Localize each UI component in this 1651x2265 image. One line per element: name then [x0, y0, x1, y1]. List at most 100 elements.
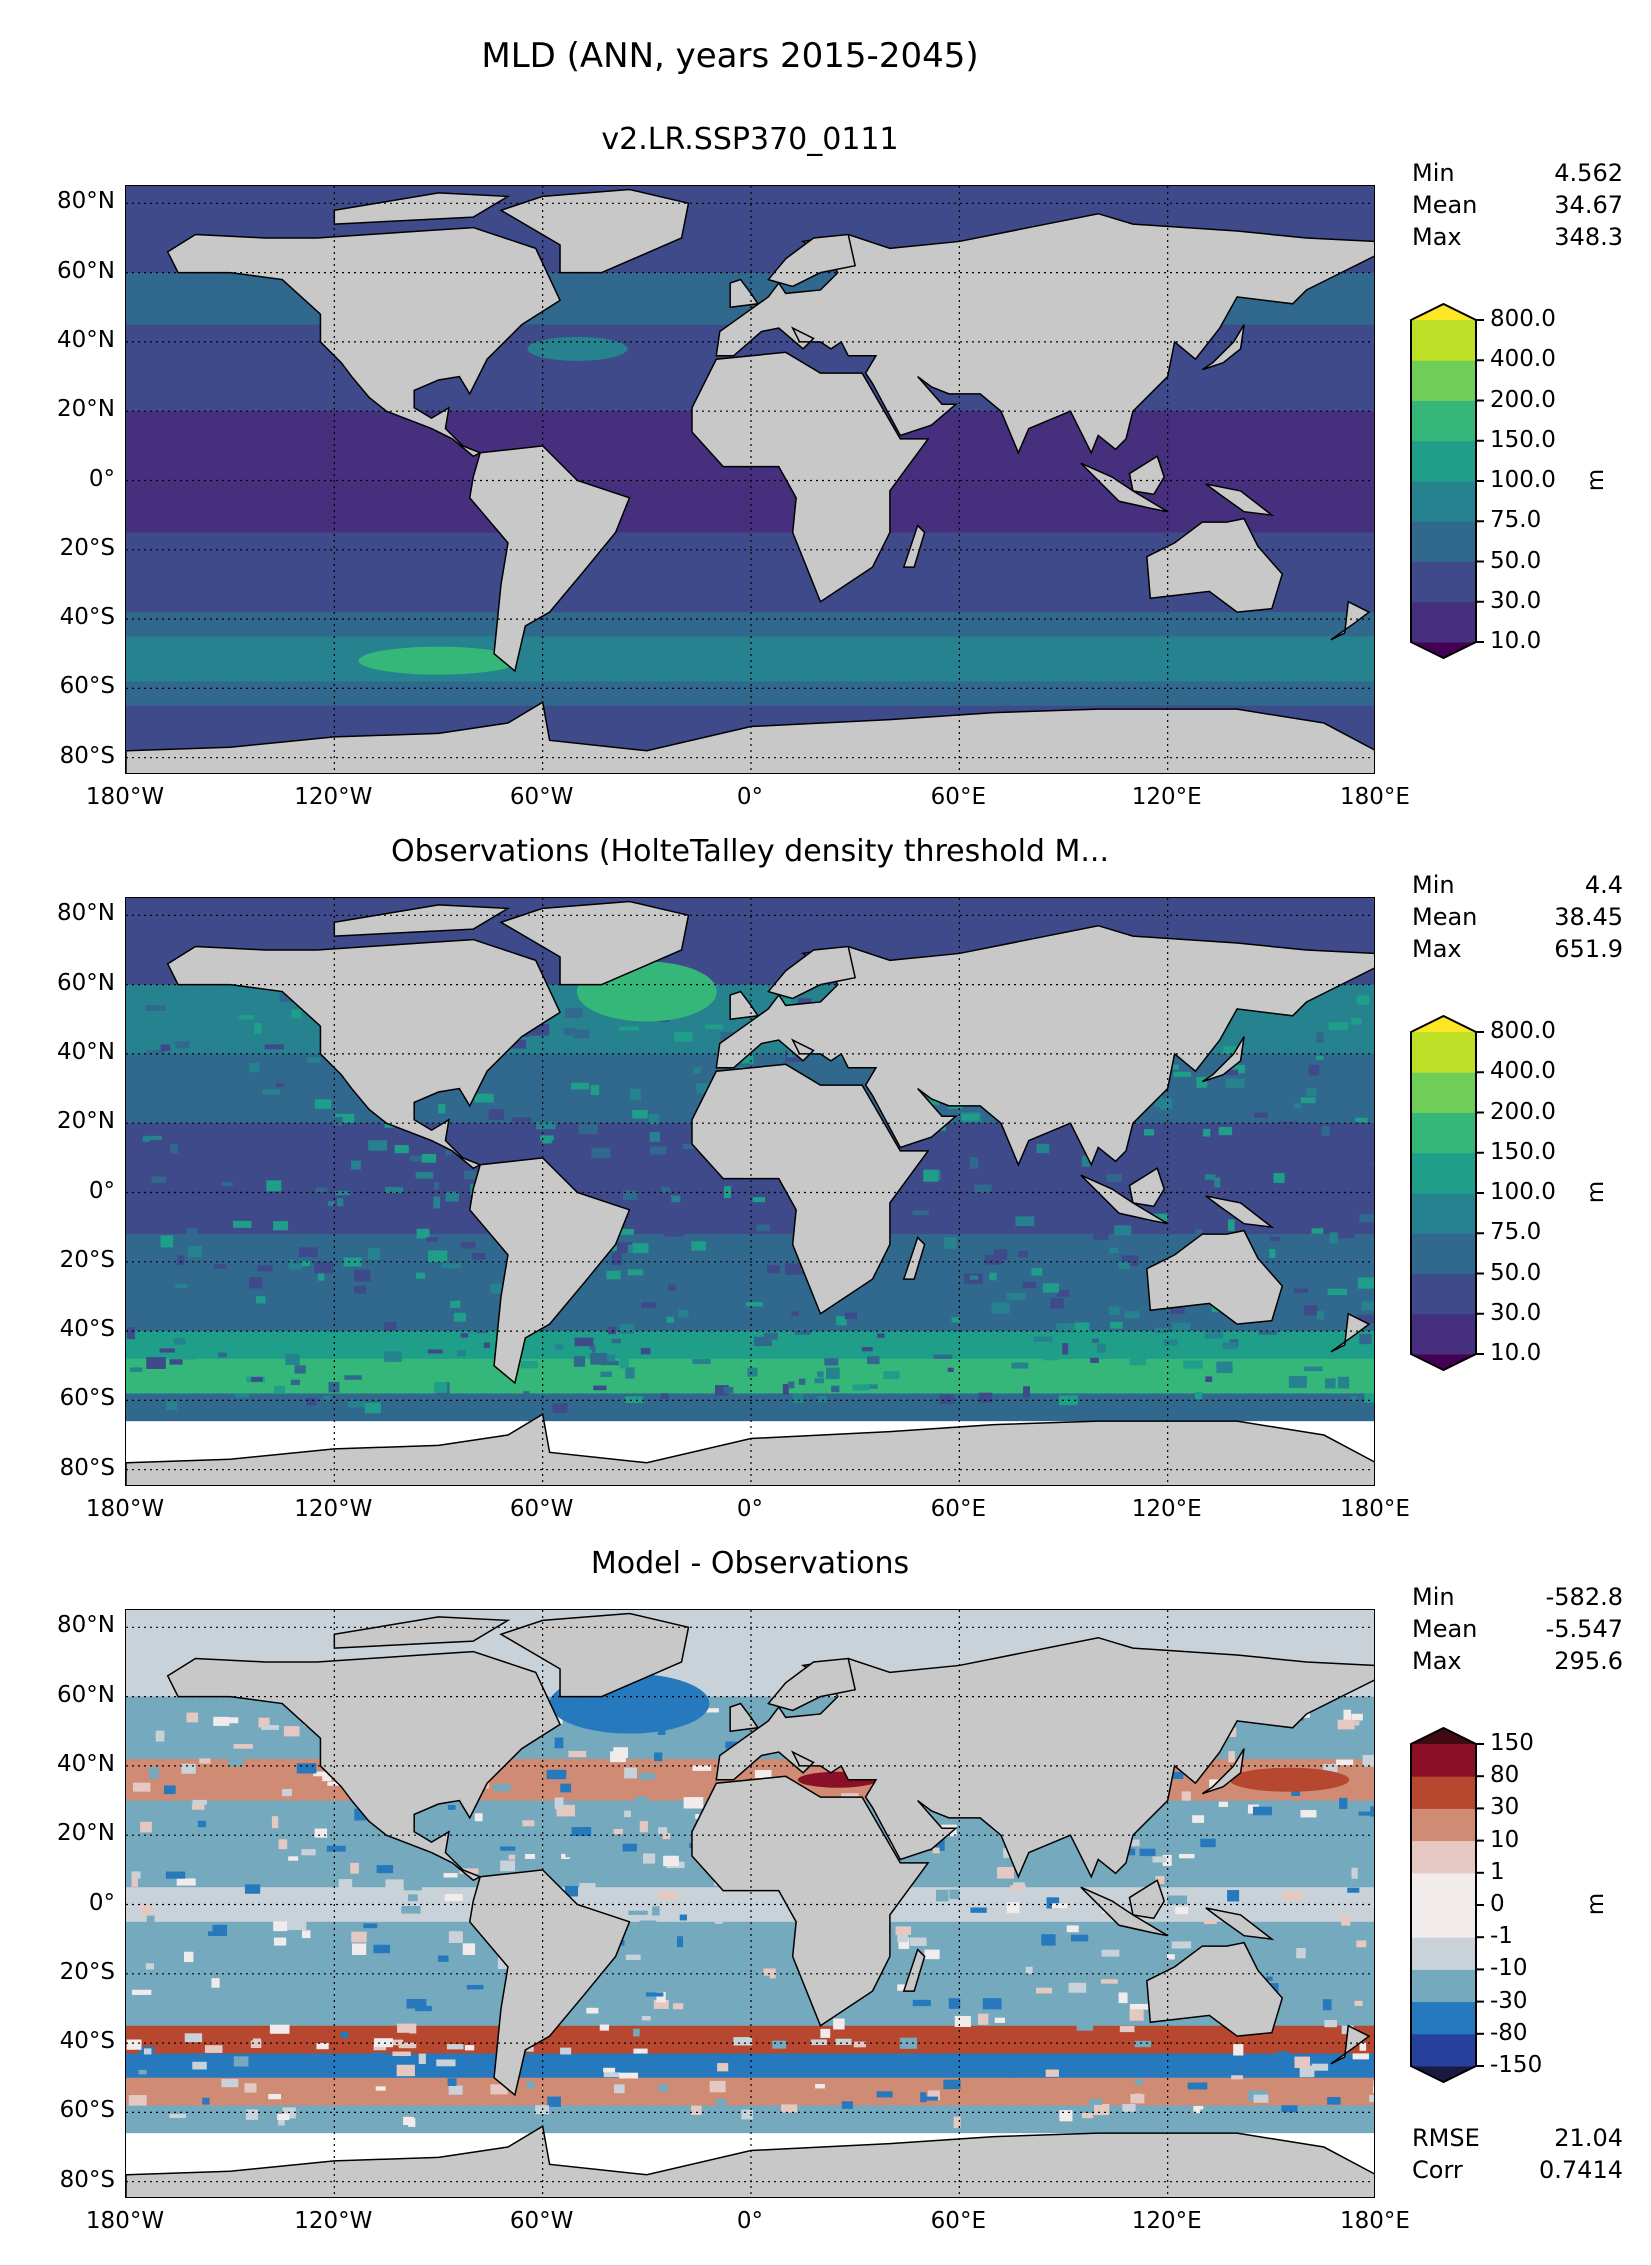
field-cell	[1330, 1232, 1338, 1243]
colorbar-bin	[1411, 2002, 1476, 2035]
field-cell	[1228, 1751, 1235, 1762]
field-cell	[510, 1822, 516, 1830]
lat-tick-label: 40°N	[57, 1751, 115, 1777]
lat-tick-label: 0°	[89, 1178, 115, 1204]
field-cell	[1011, 1363, 1028, 1369]
field-cell	[282, 1828, 290, 1839]
field-cell	[661, 1393, 669, 1399]
field-cell	[1172, 1323, 1190, 1331]
field-cell	[1119, 1992, 1128, 2003]
field-cell	[842, 2101, 853, 2109]
field-cell	[1369, 2095, 1375, 2102]
lon-tick-label: 120°W	[293, 1496, 373, 1522]
field-cell	[1214, 1178, 1220, 1188]
field-cell	[287, 1196, 301, 1208]
stat-label-min: Min	[1412, 1581, 1455, 1613]
colorbar-unit-label: m	[1583, 469, 1609, 491]
field-cell	[691, 1241, 706, 1250]
map-panel-1	[125, 185, 1375, 774]
colorbar-bin	[1411, 521, 1476, 562]
stat-label-min: Min	[1412, 157, 1455, 189]
field-cell	[1155, 1328, 1168, 1333]
field-cell	[1339, 1798, 1347, 1809]
colorbar-tick-label: 150.0	[1490, 427, 1556, 453]
field-cell	[475, 1813, 483, 1821]
field-cell	[350, 1863, 359, 1874]
lat-tick-label: 80°S	[60, 743, 115, 769]
field-cell	[1253, 1807, 1272, 1816]
field-cell	[705, 1025, 723, 1030]
field-cell	[341, 2032, 349, 2038]
field-cell	[658, 1891, 677, 1900]
field-cell	[1031, 1268, 1042, 1276]
field-cell	[914, 1397, 923, 1408]
field-cell	[1256, 1747, 1274, 1752]
field-cell	[1036, 1988, 1052, 1994]
field-cell	[467, 1985, 484, 1989]
colorbar-bin	[1411, 401, 1476, 442]
field-cell	[970, 1276, 978, 1280]
field-cell	[664, 1225, 684, 1237]
field-cell	[982, 1172, 994, 1181]
colorbar-bin	[1411, 1233, 1476, 1274]
colorbar-tick-label: 150	[1490, 1730, 1534, 1756]
field-cell	[723, 1387, 733, 1393]
field-cell	[547, 2097, 561, 2107]
field-cell	[654, 1752, 662, 1761]
field-cell	[344, 1375, 361, 1380]
field-cell	[444, 1873, 458, 1877]
field-cell	[1254, 2095, 1269, 2103]
colorbar-tick-label: 400.0	[1490, 346, 1556, 372]
field-cell	[640, 1921, 657, 1931]
field-cell	[202, 2098, 209, 2105]
field-cell	[1174, 1072, 1191, 1077]
field-cell	[365, 1403, 381, 1413]
field-cell	[623, 1190, 637, 1200]
field-cell	[302, 1930, 311, 1938]
field-cell	[234, 2056, 249, 2066]
field-cell	[222, 1182, 233, 1186]
field-cell	[910, 1937, 927, 1945]
colorbar-tick-label: -150	[1490, 2052, 1542, 2078]
field-cell	[445, 1894, 463, 1901]
field-cell	[640, 1821, 648, 1832]
field-cell	[650, 1146, 667, 1154]
field-cell	[535, 1090, 546, 1098]
field-cell	[164, 1785, 176, 1794]
field-cell	[368, 1248, 380, 1259]
field-cell	[1047, 1193, 1066, 1204]
field-cell	[404, 1885, 422, 1890]
field-cell	[1291, 1274, 1301, 1282]
field-cell	[233, 1744, 252, 1749]
field-cell	[316, 2043, 328, 2049]
stat-value-min: 4.562	[1554, 157, 1623, 189]
field-cell	[593, 1386, 606, 1391]
field-cell	[1097, 1344, 1106, 1353]
lon-tick-label: 0°	[710, 784, 790, 810]
field-cell	[1351, 1868, 1357, 1879]
field-cell	[426, 1096, 434, 1107]
field-cell	[862, 2008, 876, 2017]
field-cell	[384, 1351, 402, 1362]
field-cell	[392, 2052, 410, 2057]
field-cell	[1188, 2082, 1208, 2089]
field-cell	[127, 2040, 142, 2050]
field-cell	[350, 1130, 362, 1134]
stat-value-mean: 38.45	[1554, 901, 1623, 933]
field-cell	[474, 1094, 493, 1103]
field-cell	[1033, 1337, 1052, 1342]
field-cell	[1090, 1358, 1099, 1363]
field-cell	[1034, 1309, 1044, 1321]
field-cell	[266, 1180, 281, 1191]
field-cell	[1188, 1216, 1195, 1223]
colorbar-tick-label: 100.0	[1490, 1179, 1556, 1205]
field-cell	[254, 1023, 262, 1034]
field-cell	[1228, 1219, 1235, 1231]
field-cell	[921, 2097, 938, 2101]
colorbar-extend-max	[1411, 1728, 1476, 1744]
field-cell	[1325, 1822, 1344, 1830]
field-cell	[401, 1906, 420, 1914]
field-cell	[799, 1379, 806, 1385]
field-cell	[626, 1955, 641, 1960]
field-cell	[600, 1372, 612, 1377]
